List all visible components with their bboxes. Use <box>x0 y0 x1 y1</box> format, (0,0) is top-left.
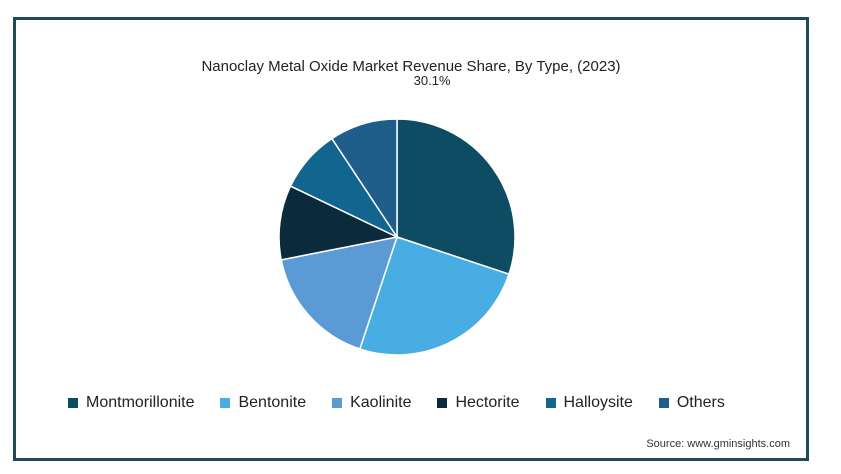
pie-slices <box>278 118 516 356</box>
legend-item-bentonite: Bentonite <box>220 394 306 412</box>
legend-item-montmorillonite: Montmorillonite <box>68 394 194 412</box>
legend-label: Bentonite <box>238 394 307 411</box>
pie-slice-kaolinite <box>280 236 399 350</box>
pie-slice-montmorillonite <box>396 118 516 276</box>
data-label-montmorillonite: 30.1% <box>414 73 451 88</box>
pie-slice-bentonite <box>358 236 510 356</box>
legend-item-kaolinite: Kaolinite <box>332 394 411 412</box>
chart-frame: Nanoclay Metal Oxide Market Revenue Shar… <box>13 17 809 461</box>
legend-swatch <box>220 398 231 408</box>
legend-swatch <box>658 398 669 408</box>
legend: Montmorillonite Bentonite Kaolinite Hectori… <box>68 394 751 412</box>
legend-item-others: Others <box>658 394 725 412</box>
source-note: Source: www.gminsights.com <box>646 438 790 450</box>
legend-swatch <box>545 398 556 408</box>
legend-label: Kaolinite <box>350 394 412 411</box>
legend-swatch <box>68 398 78 408</box>
pie-chart: 30.1% <box>278 73 516 356</box>
chart-title: Nanoclay Metal Oxide Market Revenue Shar… <box>201 58 621 75</box>
legend-label: Halloysite <box>563 394 633 411</box>
legend-item-hectorite: Hectorite <box>437 394 520 412</box>
legend-label: Montmorillonite <box>86 394 195 411</box>
legend-label: Others <box>676 394 725 411</box>
legend-item-halloysite: Halloysite <box>545 394 633 412</box>
legend-swatch <box>437 398 448 408</box>
legend-label: Hectorite <box>455 394 520 411</box>
pie-slice-hectorite <box>278 185 400 261</box>
pie-slice-others <box>330 118 398 240</box>
pie-labels: 30.1% <box>414 73 451 88</box>
legend-swatch <box>332 398 343 408</box>
